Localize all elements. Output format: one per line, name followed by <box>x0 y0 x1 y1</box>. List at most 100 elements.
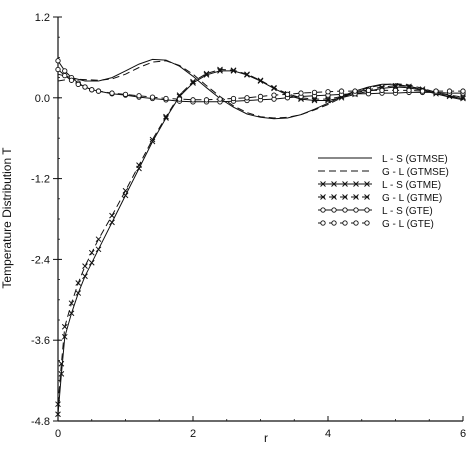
legend-label: L - S (GTMSE) <box>382 154 448 165</box>
x-marker <box>364 181 370 187</box>
circle-marker <box>271 92 277 98</box>
circle-marker <box>230 95 237 102</box>
circle-marker <box>320 220 326 226</box>
circle-marker <box>136 93 142 99</box>
circle-marker <box>364 220 370 226</box>
x-marker <box>203 72 210 78</box>
legend-entry: L - S (GTE) <box>318 206 433 217</box>
circle-marker <box>190 97 196 103</box>
circle-marker <box>62 72 68 79</box>
x-tick-label: 0 <box>55 428 61 440</box>
x-marker <box>460 94 466 100</box>
y-tick-label: -3.6 <box>31 335 50 347</box>
x-marker <box>61 333 68 340</box>
series-line <box>57 69 463 101</box>
circle-marker <box>406 87 412 94</box>
x-axis-label: r <box>264 431 268 445</box>
x-marker <box>88 249 95 256</box>
x-marker <box>149 136 156 143</box>
x-marker <box>122 187 129 194</box>
circle-marker <box>338 88 345 94</box>
circle-marker <box>353 220 359 226</box>
circle-marker <box>331 220 337 226</box>
x-marker <box>331 194 337 200</box>
legend-label: L - S (GTE) <box>382 206 433 217</box>
circle-marker <box>379 87 385 94</box>
series-line <box>57 58 464 120</box>
circle-marker <box>364 207 370 213</box>
series-6 <box>55 66 466 103</box>
circle-marker <box>298 90 304 96</box>
circle-marker <box>460 88 466 94</box>
x-marker <box>271 84 277 91</box>
circle-marker <box>446 88 453 94</box>
x-marker <box>203 70 210 77</box>
circle-marker <box>342 220 348 226</box>
x-marker <box>68 300 75 307</box>
axes: 1.2 0.0 -1.2 -2.4 -3.6 -4.8 0 2 4 6 <box>31 12 466 440</box>
x-marker <box>82 263 88 269</box>
circle-marker <box>244 95 250 101</box>
legend-label: G - L (GTME) <box>382 193 442 204</box>
circle-marker <box>392 87 399 94</box>
legend: L - S (GTMSE) G - L (GTMSE) L - S (GTME) G … <box>318 154 449 230</box>
x-marker <box>75 280 82 286</box>
legend-entry: G - L (GTMSE) <box>318 167 449 178</box>
circle-marker <box>311 89 318 96</box>
x-marker <box>320 181 326 187</box>
x-marker <box>320 194 326 200</box>
circle-marker <box>176 96 183 102</box>
x-marker <box>364 194 370 200</box>
circle-marker <box>320 207 326 213</box>
x-marker <box>109 212 115 219</box>
x-marker <box>342 194 348 200</box>
circle-marker <box>203 97 210 103</box>
y-axis-label: Temperature Distribution T <box>0 147 14 289</box>
circle-marker <box>352 88 358 94</box>
circle-marker <box>82 84 88 90</box>
y-tick-label: -2.4 <box>31 254 50 266</box>
x-marker <box>353 194 359 200</box>
x-tick-label: 4 <box>325 428 331 440</box>
legend-label: L - S (GTME) <box>382 180 441 191</box>
x-marker <box>217 66 223 73</box>
series-2 <box>57 60 464 119</box>
x-marker <box>331 181 337 187</box>
x-marker <box>230 67 237 74</box>
legend-entry: G - L (GTME) <box>318 193 442 204</box>
circle-marker <box>353 207 359 213</box>
x-marker <box>75 290 82 296</box>
x-marker <box>244 71 250 78</box>
circle-marker <box>55 66 61 73</box>
circle-marker <box>163 95 169 102</box>
x-marker <box>406 83 412 90</box>
x-marker <box>58 360 65 367</box>
x-marker <box>353 181 359 187</box>
circle-marker <box>149 94 156 100</box>
x-marker <box>95 236 102 243</box>
x-marker <box>392 82 399 89</box>
circle-marker <box>284 91 291 98</box>
legend-label: G - L (GTE) <box>382 219 434 230</box>
y-tick-label: 0.0 <box>35 93 50 105</box>
circle-marker <box>342 207 348 213</box>
circle-marker <box>325 89 331 95</box>
x-marker <box>68 310 75 317</box>
circle-marker <box>365 87 372 94</box>
series-layer <box>55 58 466 418</box>
y-tick-label: -4.8 <box>31 416 50 428</box>
x-marker <box>136 162 142 168</box>
circle-marker <box>55 58 61 64</box>
y-tick-label: 1.2 <box>35 12 50 24</box>
y-tick-label: -1.2 <box>31 174 50 186</box>
circle-marker <box>419 88 426 94</box>
x-marker <box>58 371 65 377</box>
circle-marker <box>95 88 102 94</box>
x-marker <box>190 78 196 85</box>
series-line <box>57 60 463 103</box>
x-marker <box>61 323 68 330</box>
x-tick-label: 6 <box>460 428 466 440</box>
series-1 <box>57 58 464 120</box>
x-marker <box>55 401 61 408</box>
